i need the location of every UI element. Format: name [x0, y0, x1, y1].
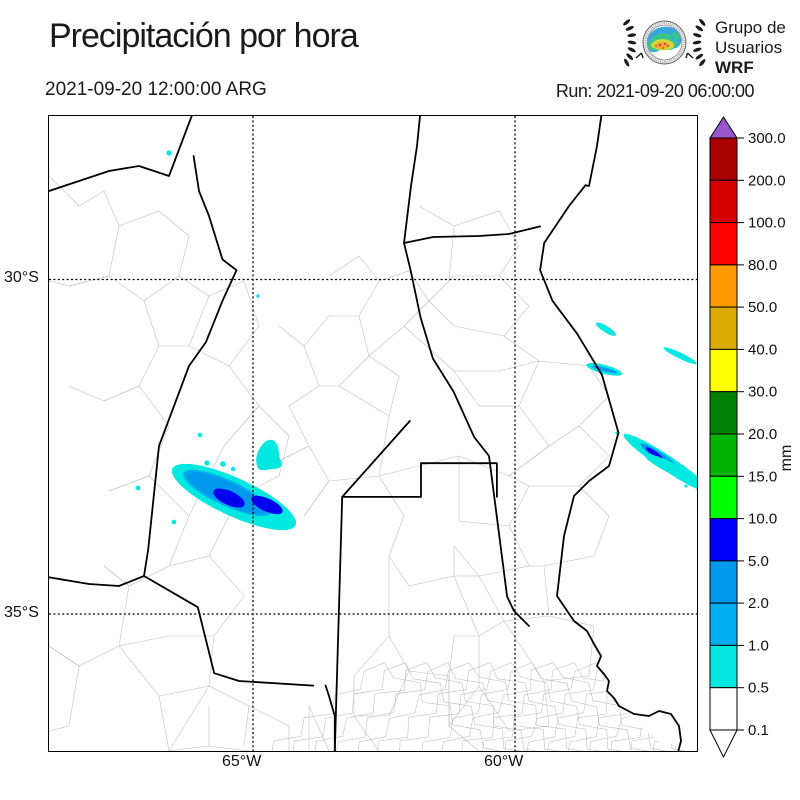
- svg-text:mm: mm: [778, 445, 795, 472]
- svg-text:1.0: 1.0: [748, 637, 769, 654]
- svg-text:100.0: 100.0: [748, 215, 786, 232]
- svg-text:80.0: 80.0: [748, 257, 777, 274]
- svg-text:40.0: 40.0: [748, 341, 777, 358]
- svg-text:0.5: 0.5: [748, 680, 769, 697]
- svg-text:0.1: 0.1: [748, 722, 769, 739]
- svg-text:200.0: 200.0: [748, 172, 786, 189]
- svg-text:15.0: 15.0: [748, 468, 777, 485]
- svg-text:300.0: 300.0: [748, 130, 786, 147]
- svg-text:2.0: 2.0: [748, 595, 769, 612]
- svg-text:50.0: 50.0: [748, 299, 777, 316]
- svg-text:20.0: 20.0: [748, 426, 777, 443]
- svg-text:10.0: 10.0: [748, 511, 777, 528]
- svg-text:30.0: 30.0: [748, 384, 777, 401]
- svg-text:5.0: 5.0: [748, 553, 769, 570]
